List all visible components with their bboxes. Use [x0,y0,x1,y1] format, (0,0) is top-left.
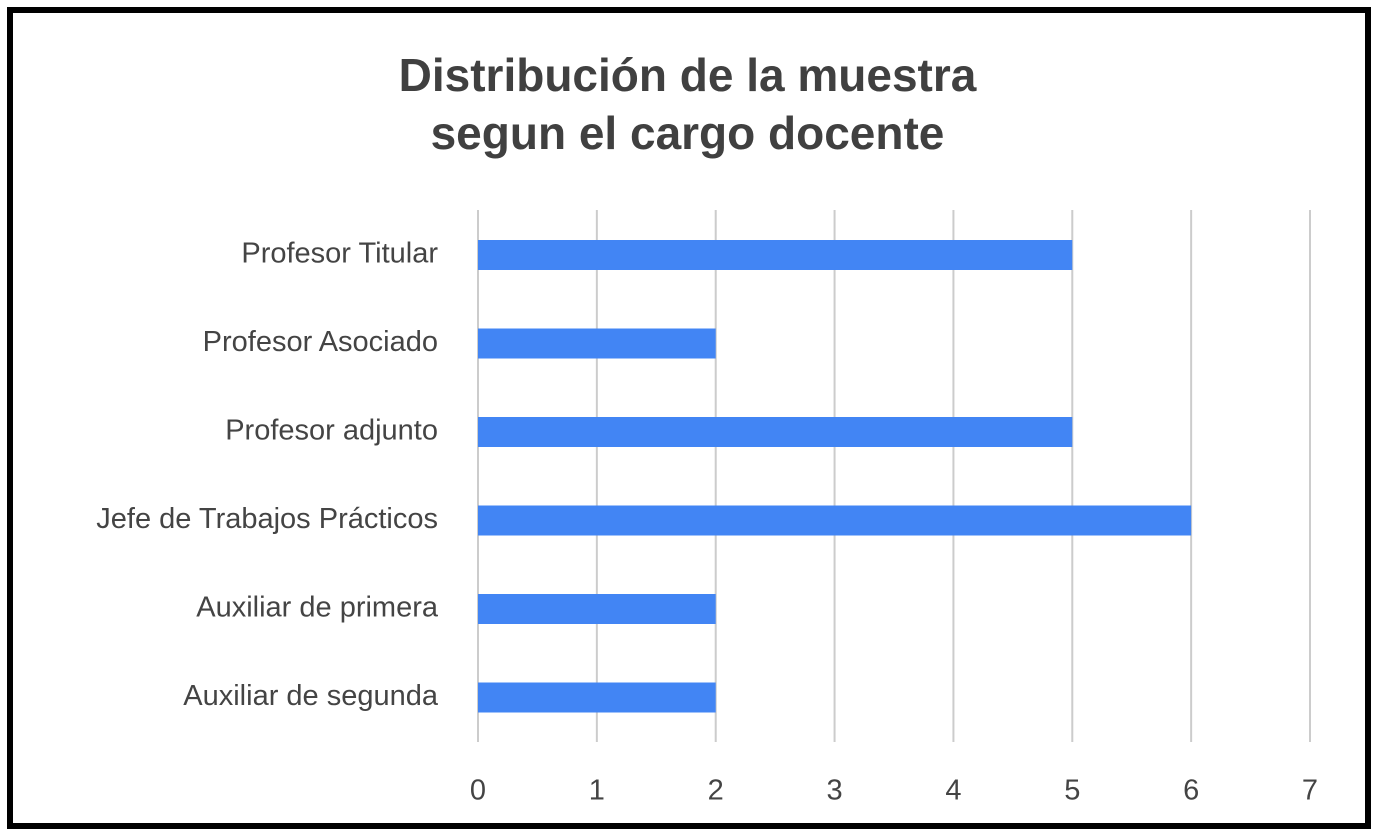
chart-title: Distribución de la muestra segun el carg… [0,46,1375,162]
bar-0 [478,240,1073,270]
x-tick-label-1: 1 [589,775,605,807]
bar-1 [478,328,716,359]
category-label-2: Profesor adjunto [225,415,438,447]
chart-title-line-1: Distribución de la muestra [398,49,977,101]
bar-4 [478,594,716,624]
category-label-0: Profesor Titular [241,238,438,270]
chart-title-line-2: segun el cargo docente [430,107,945,159]
category-label-4: Auxiliar de primera [196,592,439,624]
bar-5 [478,682,716,713]
gridlines [477,210,1311,742]
x-tick-label-7: 7 [1302,775,1318,807]
bars [478,240,1192,713]
x-axis-tick-labels: 0 1 2 3 4 5 6 7 [470,775,1318,807]
x-tick-label-4: 4 [945,775,961,807]
bar-3 [478,505,1192,536]
x-tick-label-6: 6 [1183,775,1199,807]
category-labels: Profesor Titular Profesor Asociado Profeso… [96,238,439,713]
x-tick-label-2: 2 [708,775,724,807]
bar-2 [478,417,1073,447]
category-label-3: Jefe de Trabajos Prácticos [96,503,438,535]
x-tick-label-3: 3 [827,775,843,807]
category-label-5: Auxiliar de segunda [183,680,439,712]
x-tick-label-0: 0 [470,775,486,807]
x-tick-label-5: 5 [1064,775,1080,807]
category-label-1: Profesor Asociado [203,326,438,358]
